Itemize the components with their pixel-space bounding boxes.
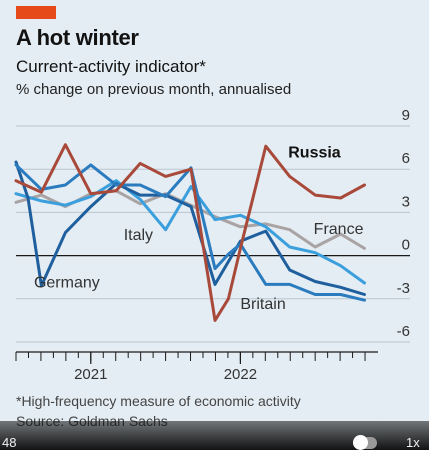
y-tick-label: -3 — [397, 280, 410, 297]
series-label-italy: Italy — [124, 227, 153, 244]
x-tick-label: 2021 — [74, 366, 107, 383]
playback-speed-button[interactable]: 1x — [406, 435, 420, 450]
series-line-italy — [14, 179, 366, 285]
series-line-britain — [14, 163, 366, 302]
chart-title: A hot winter — [16, 25, 139, 50]
y-tick-label: 9 — [402, 107, 410, 124]
series-label-britain: Britain — [240, 296, 285, 313]
y-tick-label: 0 — [402, 237, 410, 254]
series-label-russia: Russia — [288, 145, 341, 162]
series-line-france — [14, 189, 366, 250]
series-line-germany — [14, 160, 366, 296]
footnote: *High-frequency measure of economic acti… — [16, 393, 301, 409]
x-tick-label: 2022 — [224, 366, 257, 383]
series-label-germany: Germany — [34, 274, 100, 291]
y-tick-label: 6 — [402, 150, 410, 167]
y-tick-label: 3 — [402, 193, 410, 210]
line-chart: 9 6 3 0 -3 -6 2021 2022 Russia France Italy Germany… — [14, 107, 410, 383]
toggle-knob[interactable] — [353, 435, 368, 450]
series-line-russia — [14, 143, 366, 322]
chart-subtitle: Current-activity indicator* — [16, 57, 206, 76]
playback-time: 48 — [2, 435, 17, 450]
brand-accent-bar — [16, 6, 56, 19]
y-tick-label: -6 — [397, 323, 410, 340]
chart-units-label: % change on previous month, annualised — [16, 81, 292, 98]
series-label-france: France — [314, 221, 364, 238]
